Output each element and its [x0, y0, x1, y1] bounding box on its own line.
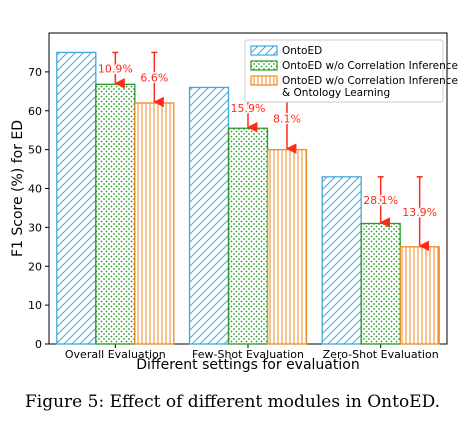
bar [56, 51, 97, 345]
bar [360, 222, 401, 345]
y-tick-label: 30 [28, 221, 42, 234]
x-tick-label: Few-Shot Evaluation [192, 348, 304, 361]
drop-label: 6.6% [140, 72, 168, 85]
y-tick-label: 0 [35, 338, 42, 351]
legend-swatch [250, 75, 278, 86]
x-axis-label: Different settings for evaluation [136, 357, 359, 373]
bar-chart: 0 10 20 30 40 50 60 70 F1 Score (%) for ED Differ… [10, 32, 458, 373]
bar [134, 102, 175, 345]
drop-label: 15.9% [231, 102, 266, 115]
legend-swatch [250, 60, 278, 71]
legend-swatch [250, 45, 278, 56]
x-tick-label: Zero-Shot Evaluation [323, 348, 439, 361]
drop-label: 8.1% [273, 113, 301, 126]
drop-label: 28.1% [363, 194, 398, 207]
drop-label: 13.9% [402, 206, 437, 219]
bar [321, 176, 362, 345]
legend-label: OntoED w/o Correlation Inference [282, 60, 458, 72]
legend-label: & Ontology Learning [282, 87, 390, 99]
y-tick-label: 40 [28, 183, 42, 196]
bar [95, 83, 136, 345]
legend-label: OntoED w/o Correlation Inference [282, 75, 458, 87]
x-tick-label: Overall Evaluation [65, 348, 166, 361]
y-tick-label: 70 [28, 66, 42, 79]
legend-label: OntoED [282, 45, 322, 57]
y-tick-label: 10 [28, 299, 42, 312]
y-tick-label: 20 [28, 260, 42, 273]
bar [227, 127, 269, 345]
y-tick-label: 50 [28, 144, 42, 157]
bar [266, 148, 308, 345]
legend-box [244, 39, 444, 103]
bar [188, 86, 230, 345]
legend: OntoED OntoED w/o Correlation Inference On… [244, 39, 458, 103]
figure-caption: Figure 5: Effect of different modules in… [24, 392, 441, 412]
y-tick-label: 60 [28, 105, 42, 118]
drop-label: 10.9% [98, 62, 133, 75]
bar [399, 246, 440, 345]
y-axis-label: F1 Score (%) for ED [10, 120, 26, 257]
